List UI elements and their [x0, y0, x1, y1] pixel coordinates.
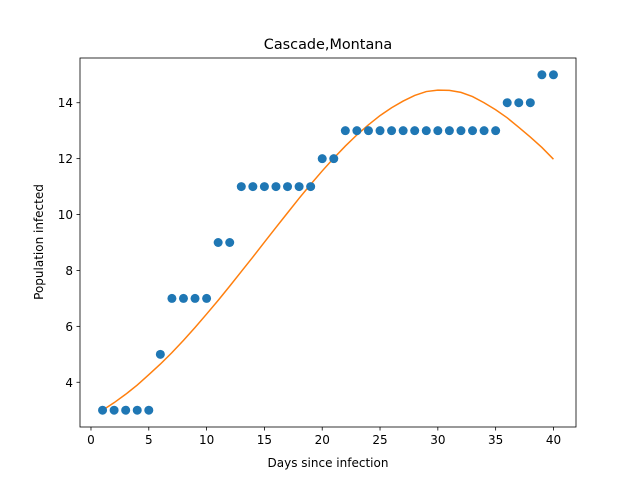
data-point — [167, 293, 177, 303]
data-point — [433, 126, 443, 136]
data-point — [283, 182, 293, 192]
data-point — [306, 182, 316, 192]
data-point — [421, 126, 431, 136]
x-tick-label: 10 — [199, 433, 214, 447]
data-point — [317, 154, 327, 164]
chart-title: Cascade,Montana — [264, 37, 392, 53]
data-point — [155, 349, 165, 359]
data-point — [340, 126, 350, 136]
x-tick-label: 20 — [315, 433, 330, 447]
x-tick-label: 35 — [488, 433, 503, 447]
data-point — [491, 126, 501, 136]
data-point — [502, 98, 512, 108]
data-point — [271, 182, 281, 192]
data-point — [468, 126, 478, 136]
x-tick-label: 30 — [430, 433, 445, 447]
data-point — [190, 293, 200, 303]
data-point — [387, 126, 397, 136]
data-point — [144, 405, 154, 415]
y-tick-label: 10 — [58, 208, 73, 222]
data-point — [132, 405, 142, 415]
data-point — [202, 293, 212, 303]
y-tick-label: 4 — [65, 376, 73, 390]
data-point — [294, 182, 304, 192]
data-point — [121, 405, 131, 415]
fit-curve-line — [102, 89, 554, 411]
data-point — [178, 293, 188, 303]
data-point — [236, 182, 246, 192]
y-tick-label: 14 — [58, 96, 73, 110]
data-point — [329, 154, 339, 164]
data-point — [363, 126, 373, 136]
data-point — [456, 126, 466, 136]
data-point — [398, 126, 408, 136]
y-axis-label: Population infected — [32, 184, 46, 300]
data-point — [548, 70, 558, 80]
data-point — [109, 405, 119, 415]
x-tick-label: 5 — [145, 433, 153, 447]
data-point — [259, 182, 269, 192]
x-tick-label: 25 — [372, 433, 387, 447]
y-tick-label: 6 — [65, 320, 73, 334]
data-point — [248, 182, 258, 192]
y-tick-label: 12 — [58, 152, 73, 166]
x-axis-label: Days since infection — [268, 456, 389, 470]
y-tick-label: 8 — [65, 264, 73, 278]
x-tick-label: 15 — [257, 433, 272, 447]
x-tick-label: 40 — [546, 433, 561, 447]
data-point — [225, 238, 235, 247]
x-tick-label: 0 — [87, 433, 95, 447]
data-point — [213, 238, 223, 247]
data-point — [98, 405, 108, 415]
data-point — [352, 126, 362, 136]
data-point — [444, 126, 454, 136]
data-point — [514, 98, 524, 108]
data-point — [537, 70, 547, 80]
data-point — [410, 126, 420, 136]
data-point — [525, 98, 535, 108]
plot-frame — [79, 57, 577, 428]
data-point — [375, 126, 385, 136]
data-point — [479, 126, 489, 136]
